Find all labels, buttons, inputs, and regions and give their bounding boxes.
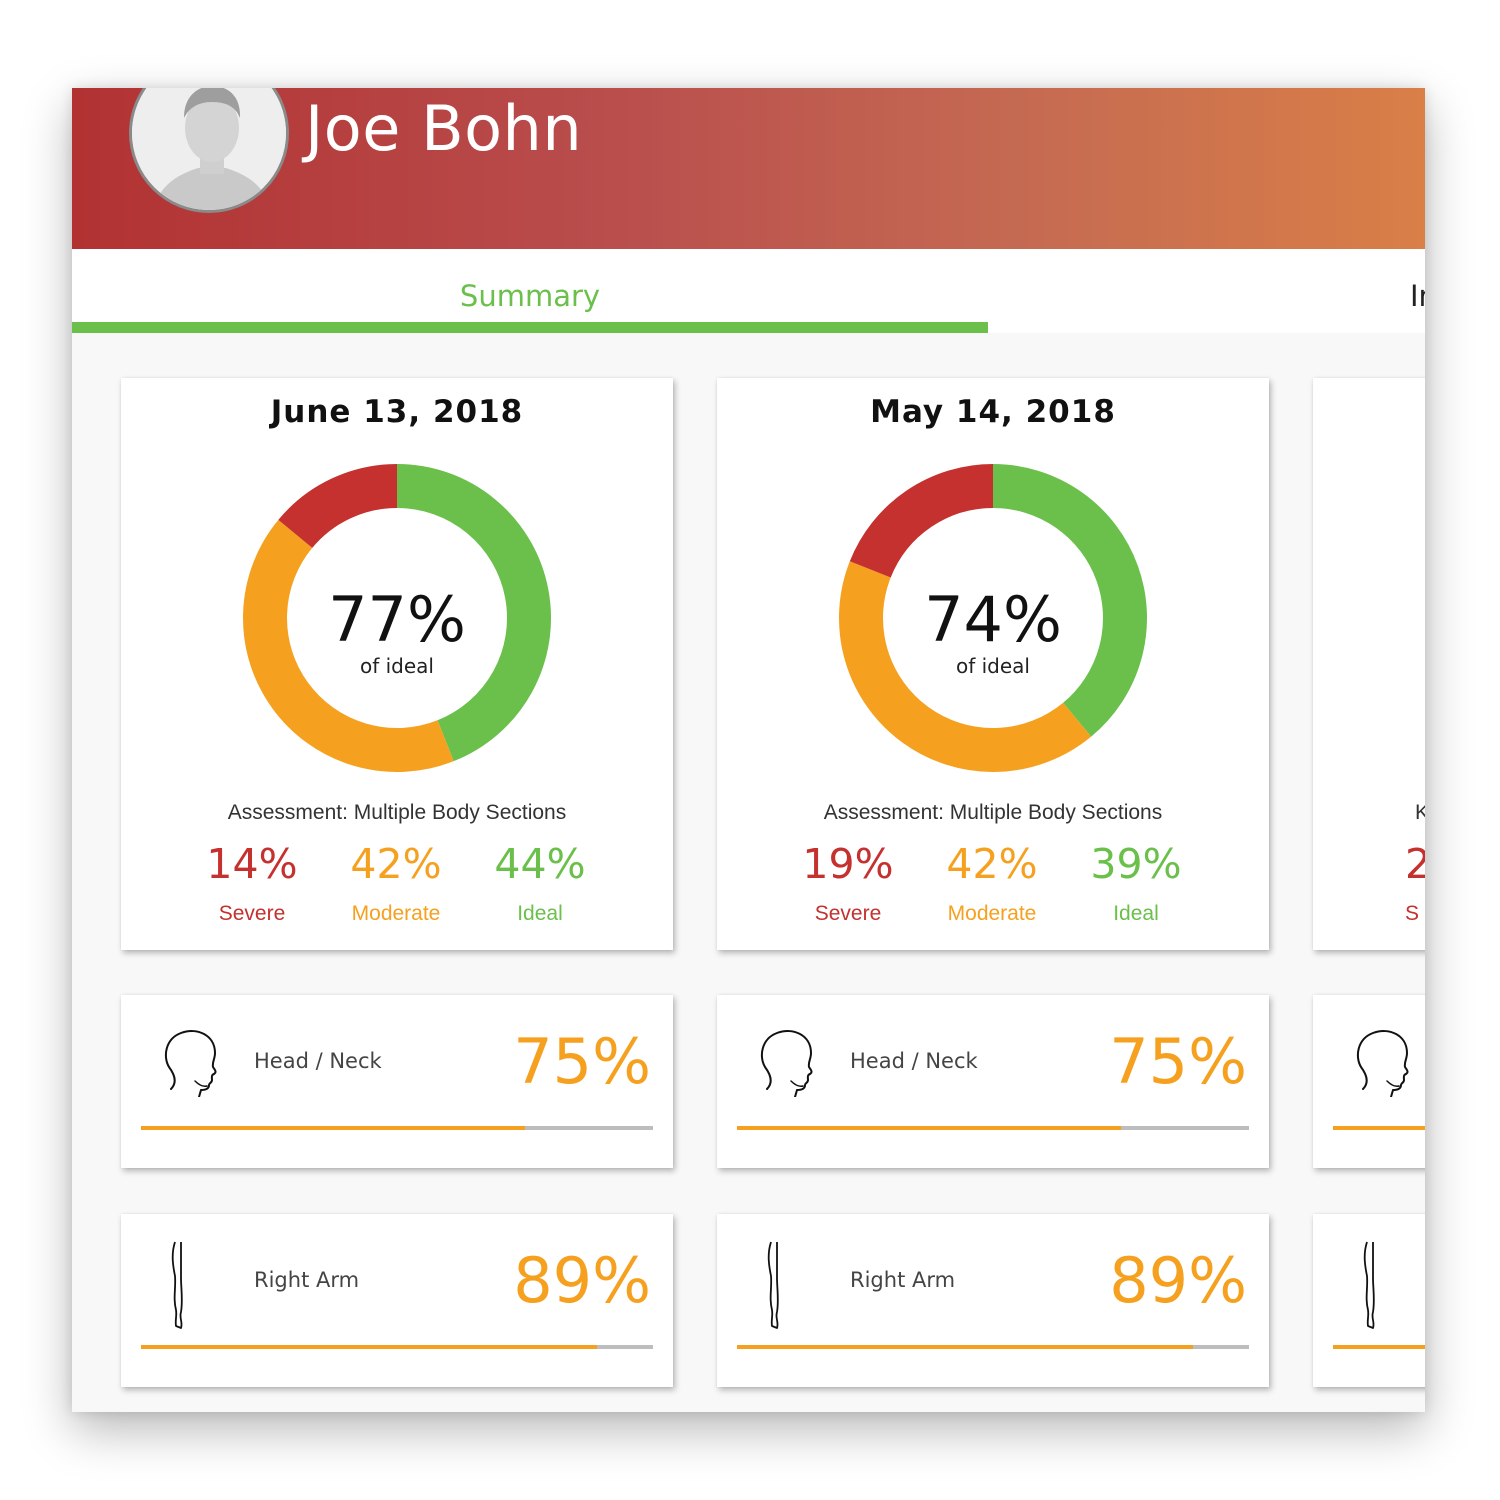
assessment-card[interactable]: June 13, 2018 77% of ideal Assessment: M… [121, 378, 673, 950]
section-progress-bar [737, 1126, 1249, 1130]
severe-segment [849, 464, 994, 579]
tab-bar: Summary In [72, 249, 1425, 333]
ideal-stat: 39% Ideal [1061, 840, 1211, 926]
severe-stat: 14% Severe [177, 840, 327, 926]
section-card-head-neck[interactable]: Head / Neck 75% [717, 995, 1269, 1168]
severe-stat: 19% Severe [773, 840, 923, 926]
score-donut-chart [839, 464, 1147, 772]
moderate-value: 42% [946, 840, 1038, 888]
section-progress-fill [737, 1126, 1121, 1130]
moderate-segment [243, 519, 454, 772]
section-score: 75% [1109, 1025, 1247, 1098]
severe-label: Severe [218, 902, 286, 925]
moderate-label: Moderate [351, 902, 441, 925]
severe-label: S [1405, 902, 1420, 925]
score-donut-chart [243, 464, 551, 772]
section-card-right-arm[interactable]: Right Arm 89% [717, 1214, 1269, 1387]
section-name: Right Arm [850, 1268, 956, 1292]
section-progress-bar [1333, 1345, 1425, 1349]
section-progress-bar [141, 1345, 653, 1349]
severe-value: 14% [206, 840, 298, 888]
ideal-label: Ideal [517, 902, 563, 925]
moderate-stat: 42% Moderate [917, 840, 1067, 926]
assessment-date: June 13, 2018 [270, 394, 524, 430]
section-progress-bar [1333, 1126, 1425, 1130]
section-card-right-arm[interactable] [1313, 1214, 1425, 1387]
moderate-value: 42% [350, 840, 442, 888]
assessment-label: K [1415, 801, 1425, 824]
avatar[interactable] [129, 88, 289, 213]
section-progress-bar [141, 1126, 653, 1130]
ideal-segment [396, 464, 551, 762]
assessment-label: Assessment: Multiple Body Sections [823, 801, 1163, 824]
head-icon [1356, 1030, 1409, 1097]
section-card-head-neck[interactable]: Head / Neck 75% [121, 995, 673, 1168]
app-window: Joe Bohn Summary In June 13, 2018 77% of… [72, 88, 1425, 1412]
severe-label: Severe [814, 902, 882, 925]
user-name: Joe Bohn [305, 92, 583, 165]
person-silhouette-icon [132, 88, 286, 210]
score-caption: of ideal [359, 654, 434, 678]
section-score: 75% [513, 1025, 651, 1098]
section-card-head-neck[interactable] [1313, 995, 1425, 1168]
head-icon [164, 1030, 217, 1097]
severe-value: 2 [1405, 840, 1425, 888]
head-icon [760, 1030, 813, 1097]
section-progress-bar [737, 1345, 1249, 1349]
assessment-label: Assessment: Multiple Body Sections [227, 801, 567, 824]
ideal-segment [992, 464, 1147, 737]
ideal-value: 44% [494, 840, 586, 888]
moderate-stat: 42% Moderate [321, 840, 471, 926]
section-card-right-arm[interactable]: Right Arm 89% [121, 1214, 673, 1387]
section-progress-fill [737, 1345, 1193, 1349]
arm-icon [767, 1241, 779, 1329]
moderate-segment [839, 561, 1092, 772]
section-score: 89% [1109, 1244, 1247, 1317]
severe-value: 19% [802, 840, 894, 888]
tab-summary[interactable]: Summary [459, 279, 601, 313]
ideal-value: 39% [1090, 840, 1182, 888]
section-progress-fill [1333, 1345, 1425, 1349]
ideal-label: Ideal [1113, 902, 1159, 925]
profile-header: Joe Bohn [72, 88, 1425, 249]
severe-segment [278, 464, 398, 549]
section-score: 89% [513, 1244, 651, 1317]
arm-icon [1363, 1241, 1375, 1329]
severe-stat: 2 S [1405, 840, 1425, 926]
section-progress-fill [141, 1126, 525, 1130]
moderate-label: Moderate [947, 902, 1037, 925]
assessment-card[interactable]: May 14, 2018 74% of ideal Assessment: Mu… [717, 378, 1269, 950]
assessment-card[interactable]: K 2 S [1313, 378, 1425, 950]
ideal-stat: 44% Ideal [465, 840, 615, 926]
score-caption: of ideal [955, 654, 1030, 678]
section-progress-fill [1333, 1126, 1425, 1130]
section-name: Head / Neck [254, 1049, 382, 1073]
arm-icon [171, 1241, 183, 1329]
score-value: 77% [328, 583, 466, 656]
active-tab-indicator [72, 322, 988, 333]
tab-second[interactable]: In [1410, 279, 1425, 313]
section-progress-fill [141, 1345, 597, 1349]
section-name: Head / Neck [850, 1049, 978, 1073]
assessment-date: May 14, 2018 [870, 394, 1116, 430]
section-name: Right Arm [254, 1268, 360, 1292]
score-value: 74% [924, 583, 1062, 656]
